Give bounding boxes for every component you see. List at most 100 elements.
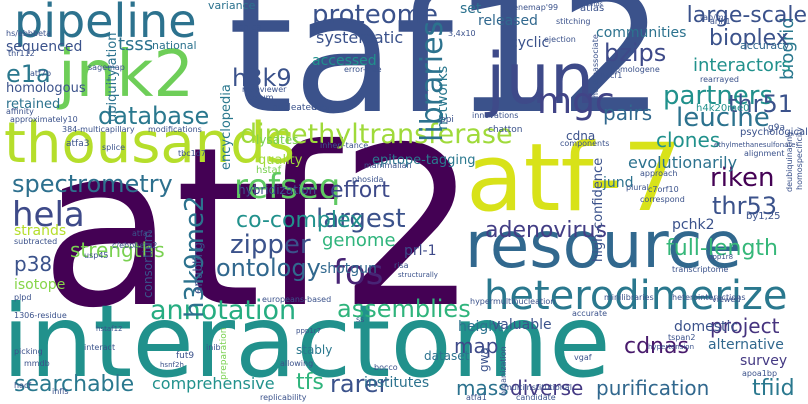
word-e1a: e1a — [6, 60, 51, 88]
word-inheri-tance: inheri-tance — [320, 141, 369, 150]
word-structurally: structurally — [398, 271, 438, 279]
word-bioplex: bioplex — [709, 26, 789, 51]
word-pchk2: pchk2 — [672, 217, 715, 233]
word-rarer: rarer — [330, 370, 389, 398]
word-jund: jund — [603, 175, 634, 191]
word-vgaf: vgaf — [574, 353, 592, 362]
word-resource: resource — [465, 209, 742, 283]
word-institutes: institutes — [364, 375, 430, 391]
word-prl-1: prl-1 — [404, 243, 437, 259]
word-affinity: affinity — [6, 107, 34, 116]
word-minilibraries: minilibraries — [604, 293, 654, 302]
word-taf12: taf12 — [228, 0, 665, 151]
word-hacf1: hacf1 — [600, 71, 623, 80]
word-bzips: bzips — [604, 39, 667, 67]
word-interactors: interactors — [693, 55, 791, 76]
word-384-multicapillary: 384-multicapillary — [62, 125, 135, 134]
word-corum: corum — [248, 93, 274, 102]
word-ethylmethanesulfonate: ethylmethanesulfonate — [714, 141, 796, 149]
word-plpd: plpd — [14, 293, 32, 302]
word-zipper: zipper — [230, 230, 311, 260]
word-subtracted: subtracted — [14, 237, 58, 246]
word-annotation: annotation — [150, 295, 297, 326]
word-atfa2: atfa2 — [132, 229, 153, 238]
word-multiinstitutional: multiinstitutional — [504, 383, 572, 392]
word-set: set — [460, 1, 482, 17]
word-alignment: alignment — [744, 149, 785, 158]
word-refseq: refseq — [234, 167, 341, 207]
word-ontology: ontology — [216, 254, 321, 282]
word-h3k9: h3k9 — [232, 64, 292, 92]
word-nucleated: nucleated — [272, 103, 317, 113]
word-plural: plural — [626, 183, 649, 192]
word-ppp1r7: ppp1r7 — [296, 327, 322, 335]
word-approximately10: approximately10 — [10, 115, 78, 124]
word-leucine: leucine — [676, 103, 770, 133]
word-usp45: usp45 — [84, 251, 109, 260]
word-hacf: hacf — [14, 381, 32, 390]
word-communities: communities — [596, 25, 687, 41]
word-cdna: cdna — [566, 129, 596, 143]
word-tbc1d7: tbc1d7 — [178, 149, 206, 158]
word-pairs: pairs — [603, 101, 653, 125]
word-atf-7: atf-7 — [466, 124, 683, 233]
word-retained: retained — [6, 97, 61, 112]
word-shotgun: shotgun — [320, 261, 377, 277]
word-hela: hela — [12, 195, 85, 235]
word-accessed: accessed — [312, 53, 377, 69]
word-effort: effort — [330, 178, 390, 203]
word-arih1: arih1 — [710, 17, 731, 26]
word-tfiid: tfiid — [752, 376, 795, 401]
word-variance: variance — [208, 0, 256, 12]
word-purification: purification — [596, 376, 710, 400]
word-ss: ss — [356, 315, 365, 324]
word-hypermultinucleation: hypermultinucleation — [470, 297, 556, 306]
word-h4k20me0: h4k20me0 — [696, 103, 750, 114]
word-accuracy: accuracy — [740, 39, 790, 52]
word-clones: clones — [656, 128, 721, 152]
word-project: project — [710, 314, 780, 338]
word-modifications: modifications — [148, 125, 202, 134]
word-quality: quality — [258, 153, 303, 168]
word-herds: herds — [586, 1, 603, 8]
word-genome: genome — [322, 230, 396, 251]
word-picking: picking — [14, 347, 43, 356]
word-sequenced: sequenced — [6, 39, 83, 55]
word-g9a: g9a — [768, 123, 785, 133]
word-ppi: ppi — [440, 115, 454, 125]
word-domestic: domestic — [674, 319, 739, 335]
word-heteroassociate: heteroassociate — [591, 34, 600, 98]
word-systematic: systematic — [316, 28, 404, 47]
word-psychological: psychological — [740, 127, 808, 138]
word-largest: largest — [316, 204, 406, 234]
word-innovations: innovations — [472, 111, 519, 120]
word-jun: jun — [486, 38, 595, 120]
word-chica: chica — [238, 23, 262, 33]
word-c-ebpbeta2: c/ebpbeta2 — [112, 241, 158, 250]
word-sagemap: sagemap — [88, 63, 125, 72]
word-pipeline: pipeline — [14, 0, 197, 48]
word-jnk2: jnk2 — [58, 38, 195, 112]
word-accurate: accurate — [572, 309, 608, 318]
word-dimethyltransferase: dimethyltransferase — [240, 119, 513, 150]
word-released: released — [478, 13, 538, 29]
word-high-confidence: high-confidence — [591, 157, 606, 262]
word-strengths: strengths — [70, 238, 165, 262]
word-candidate: candidate — [516, 393, 556, 402]
word-full-length: full-length — [666, 236, 778, 261]
word-database: database — [98, 102, 210, 130]
word-survey: survey — [740, 353, 788, 369]
word-viewed: viewed — [712, 295, 741, 304]
word-thr51: thr51 — [728, 90, 794, 118]
word-assemblies: assemblies — [337, 295, 471, 323]
word-comprehensive: comprehensive — [152, 374, 275, 393]
word-atf2: atf2 — [40, 100, 479, 356]
word-large-scale: large-scale — [686, 3, 807, 28]
word-thr112: thr112 — [8, 49, 35, 58]
word-mgc: mgc — [537, 81, 615, 122]
word-enabling: enabling — [191, 242, 205, 294]
word-map: map — [454, 334, 499, 358]
word-3-4x10: 3,4x10 — [448, 29, 476, 38]
word-homospecificity: homospecificity — [795, 127, 804, 190]
